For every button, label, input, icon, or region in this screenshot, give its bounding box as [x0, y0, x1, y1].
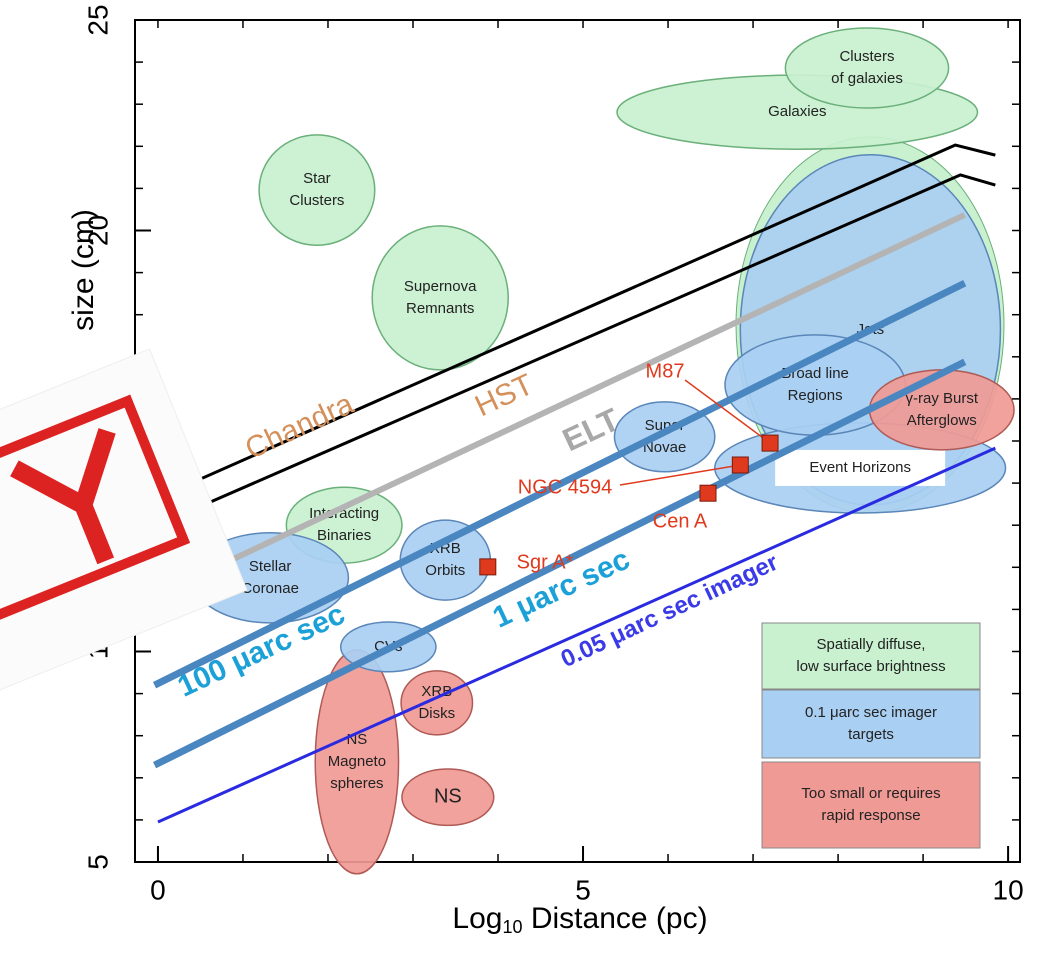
legend-box — [762, 623, 980, 689]
region-label: Coronae — [241, 580, 299, 597]
region-label: Orbits — [425, 562, 465, 579]
region-label: γ-ray Burst — [906, 390, 979, 407]
x-axis-label: Log10 Distance (pc) — [452, 902, 707, 937]
legend-label: Spatially diffuse, — [817, 636, 926, 653]
point-label: M87 — [646, 360, 685, 382]
region — [259, 135, 375, 245]
x-axis-label-part: 10 — [502, 917, 522, 937]
legend-box — [762, 690, 980, 758]
region-label: Clusters — [839, 48, 894, 65]
region-label: Remnants — [406, 300, 474, 317]
region — [785, 28, 948, 108]
region-label: spheres — [330, 775, 383, 792]
x-axis-label-part: Log — [452, 902, 502, 935]
legend-label: targets — [848, 726, 894, 743]
x-axis-label-part: Distance (pc) — [523, 902, 708, 935]
region — [870, 370, 1015, 450]
y-tick-label: 25 — [82, 4, 113, 35]
x-tick-label: 0 — [150, 874, 166, 905]
y-axis-label: size (cm) — [67, 209, 100, 331]
region-label: Magneto — [328, 753, 386, 770]
region-label: Supernova — [404, 278, 477, 295]
region-label: Stellar — [249, 558, 292, 575]
legend-label: rapid response — [821, 807, 920, 824]
region — [372, 226, 508, 370]
region-label: of galaxies — [831, 70, 903, 87]
x-tick-label: 5 — [575, 874, 591, 905]
point-label: Cen A — [653, 510, 708, 532]
x-tick-label: 10 — [993, 874, 1024, 905]
legend-label: 0.1 μarc sec imager — [805, 704, 937, 721]
point — [480, 559, 496, 575]
point — [762, 435, 778, 451]
point — [732, 457, 748, 473]
region-label: Regions — [788, 387, 843, 404]
region-label: Galaxies — [768, 103, 826, 120]
region-label: NS — [434, 785, 462, 807]
point-label: Sgr A* — [517, 551, 574, 573]
region-label: Disks — [418, 705, 455, 722]
region-label: Star — [303, 170, 331, 187]
region-label: Binaries — [317, 527, 371, 544]
legend-box — [762, 762, 980, 848]
page: {"chart_data": { "type": "region", "x_la… — [0, 0, 1038, 957]
y-tick-label: 5 — [82, 854, 113, 870]
chart: GalaxiesClustersof galaxiesJetsStarClust… — [0, 0, 1038, 957]
legend-label: Too small or requires — [801, 785, 940, 802]
region-label: Event Horizons — [809, 459, 911, 476]
region — [401, 671, 472, 735]
region-label: Afterglows — [907, 412, 977, 429]
point — [700, 485, 716, 501]
region-label: Clusters — [289, 192, 344, 209]
legend-label: low surface brightness — [796, 658, 945, 675]
point-label: NGC 4594 — [518, 476, 613, 498]
